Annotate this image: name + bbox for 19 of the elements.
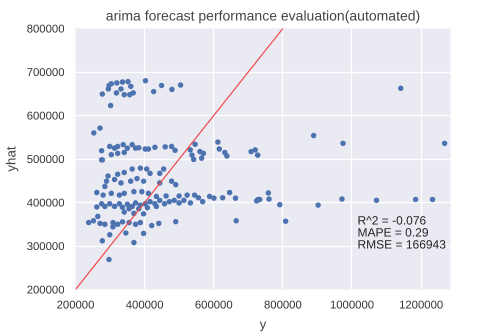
x-tick-label: 200000: [56, 300, 94, 312]
chart-title: arima forecast performance evaluation(automated): [106, 8, 420, 24]
annotation: R^2 = -0.076: [358, 214, 426, 228]
x-tick-label: 1200000: [399, 300, 444, 312]
y-tick-label: 400000: [26, 198, 65, 210]
x-tick-label: 400000: [126, 300, 164, 312]
x-tick-label: 1000000: [330, 300, 374, 312]
x-tick-label: 600000: [194, 300, 233, 312]
x-axis-title: y: [260, 316, 267, 332]
y-tick-label: 600000: [26, 110, 65, 122]
y-tick-label: 500000: [26, 154, 65, 166]
annotation: MAPE = 0.29: [358, 226, 429, 240]
annotation: RMSE = 166943: [358, 238, 446, 252]
y-axis-title: yhat: [4, 146, 19, 172]
y-tick-label: 800000: [26, 24, 65, 36]
y-tick-label: 300000: [26, 241, 65, 253]
x-tick-label: 800000: [264, 300, 302, 312]
y-tick-label: 200000: [26, 284, 65, 296]
y-tick-label: 700000: [26, 67, 65, 79]
